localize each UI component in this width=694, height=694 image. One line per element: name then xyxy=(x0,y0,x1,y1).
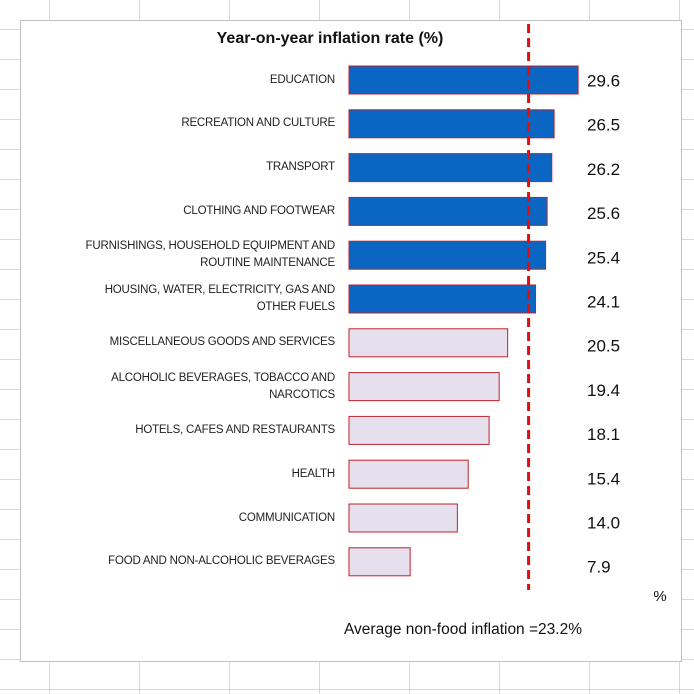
x-axis-label: % xyxy=(653,588,666,605)
value-label: 14.0 xyxy=(587,513,620,532)
value-label: 26.2 xyxy=(587,160,620,179)
category-label: MISCELLANEOUS GOODS AND SERVICES xyxy=(109,336,336,349)
value-label: 26.5 xyxy=(587,116,620,135)
category-label: ALCOHOLIC BEVERAGES, TOBACCO AND NARCOTI… xyxy=(111,371,335,401)
value-label: 19.4 xyxy=(587,381,620,400)
category-label: HOTELS, CAFES AND RESTAURANTS xyxy=(135,423,335,436)
bar xyxy=(348,240,547,270)
bar xyxy=(348,328,509,358)
category-label: FOOD AND NON-ALCOHOLIC BEVERAGES xyxy=(108,555,335,568)
bar xyxy=(348,547,411,577)
value-label: 7.9 xyxy=(587,558,611,577)
value-label: 24.1 xyxy=(587,292,620,311)
bar xyxy=(348,372,500,402)
category-label: TRANSPORT xyxy=(266,161,335,174)
category-label: HEALTH xyxy=(291,467,336,480)
value-label: 25.4 xyxy=(587,248,620,267)
bar xyxy=(348,65,579,95)
category-label: CLOTHING AND FOOTWEAR xyxy=(183,204,335,217)
value-label: 18.1 xyxy=(587,425,620,444)
value-label: 25.6 xyxy=(587,204,620,223)
category-label: COMMUNICATION xyxy=(238,511,335,524)
bar xyxy=(348,284,537,314)
bar xyxy=(348,196,548,226)
bar xyxy=(348,503,458,533)
category-label: RECREATION AND CULTURE xyxy=(181,117,335,130)
annotation: Average non-food inflation =23.2% xyxy=(344,621,582,638)
value-label: 20.5 xyxy=(587,337,620,356)
bar xyxy=(348,153,553,183)
category-label: EDUCATION xyxy=(269,73,335,86)
value-label: 29.6 xyxy=(587,71,620,90)
chart-title: Year-on-year inflation rate (%) xyxy=(217,30,444,47)
bar xyxy=(348,109,555,139)
value-label: 15.4 xyxy=(587,469,620,488)
category-label: HOUSING, WATER, ELECTRICITY, GAS AND OTH… xyxy=(104,284,335,313)
bar xyxy=(348,415,490,445)
bar xyxy=(348,459,469,489)
category-label: FURNISHINGS, HOUSEHOLD EQUIPMENT AND ROU… xyxy=(85,240,336,270)
